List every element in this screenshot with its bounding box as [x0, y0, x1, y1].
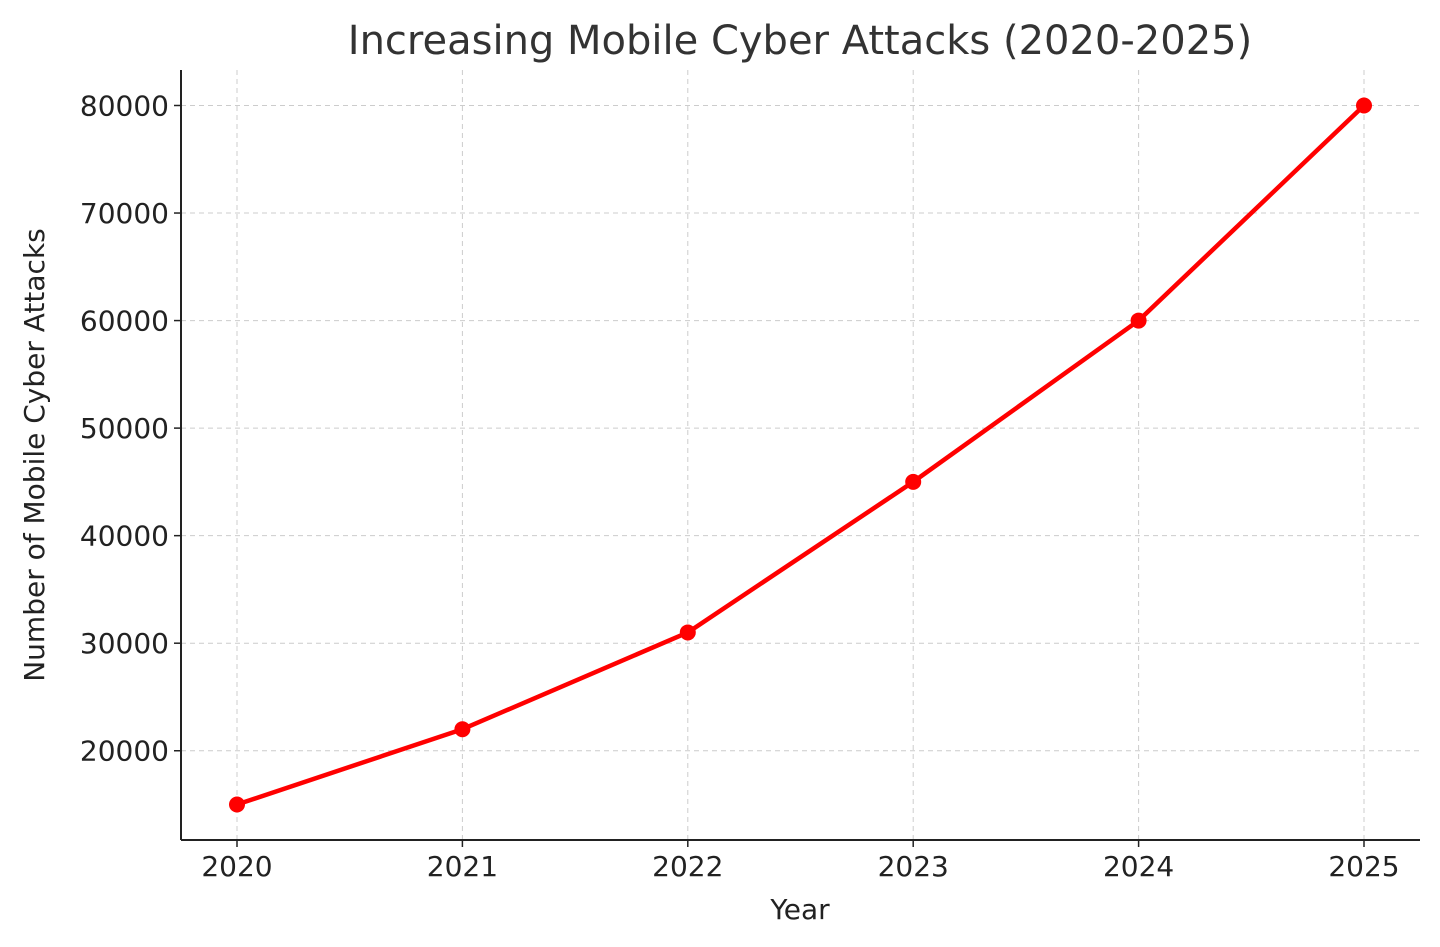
series-line [234, 103, 1367, 807]
x-tick-label: 2022 [652, 850, 723, 883]
y-tick-label: 40000 [80, 520, 169, 553]
data-point-2025 [1356, 97, 1372, 114]
chart-title: Increasing Mobile Cyber Attacks (2020-20… [348, 18, 1252, 64]
data-point-2024 [1130, 312, 1147, 329]
y-tick-label: 60000 [80, 305, 169, 338]
data-point-2022 [679, 624, 696, 641]
series [229, 97, 1372, 813]
x-axis-label: Year [769, 893, 830, 926]
x-tick-label: 2025 [1328, 850, 1399, 883]
x-tick-label: 2020 [201, 850, 272, 883]
y-tick-label: 50000 [80, 412, 169, 445]
grid [181, 70, 1420, 840]
y-axis-label: Number of Mobile Cyber Attacks [18, 228, 51, 682]
data-point-2020 [229, 796, 245, 813]
y-tick-label: 20000 [80, 735, 169, 768]
y-tick-label: 70000 [80, 197, 169, 230]
data-point-2021 [454, 721, 471, 738]
tick-labels: 2020 2021 2022 2023 2024 2025 20000 30000 40000 5… [80, 89, 1400, 883]
axes [180, 70, 1420, 841]
x-tick-label: 2021 [427, 850, 498, 883]
y-tick-label: 30000 [80, 627, 169, 660]
data-point-2023 [905, 473, 922, 490]
x-tick-label: 2024 [1103, 850, 1174, 883]
y-tick-label: 80000 [80, 89, 169, 122]
x-tick-label: 2023 [878, 850, 949, 883]
